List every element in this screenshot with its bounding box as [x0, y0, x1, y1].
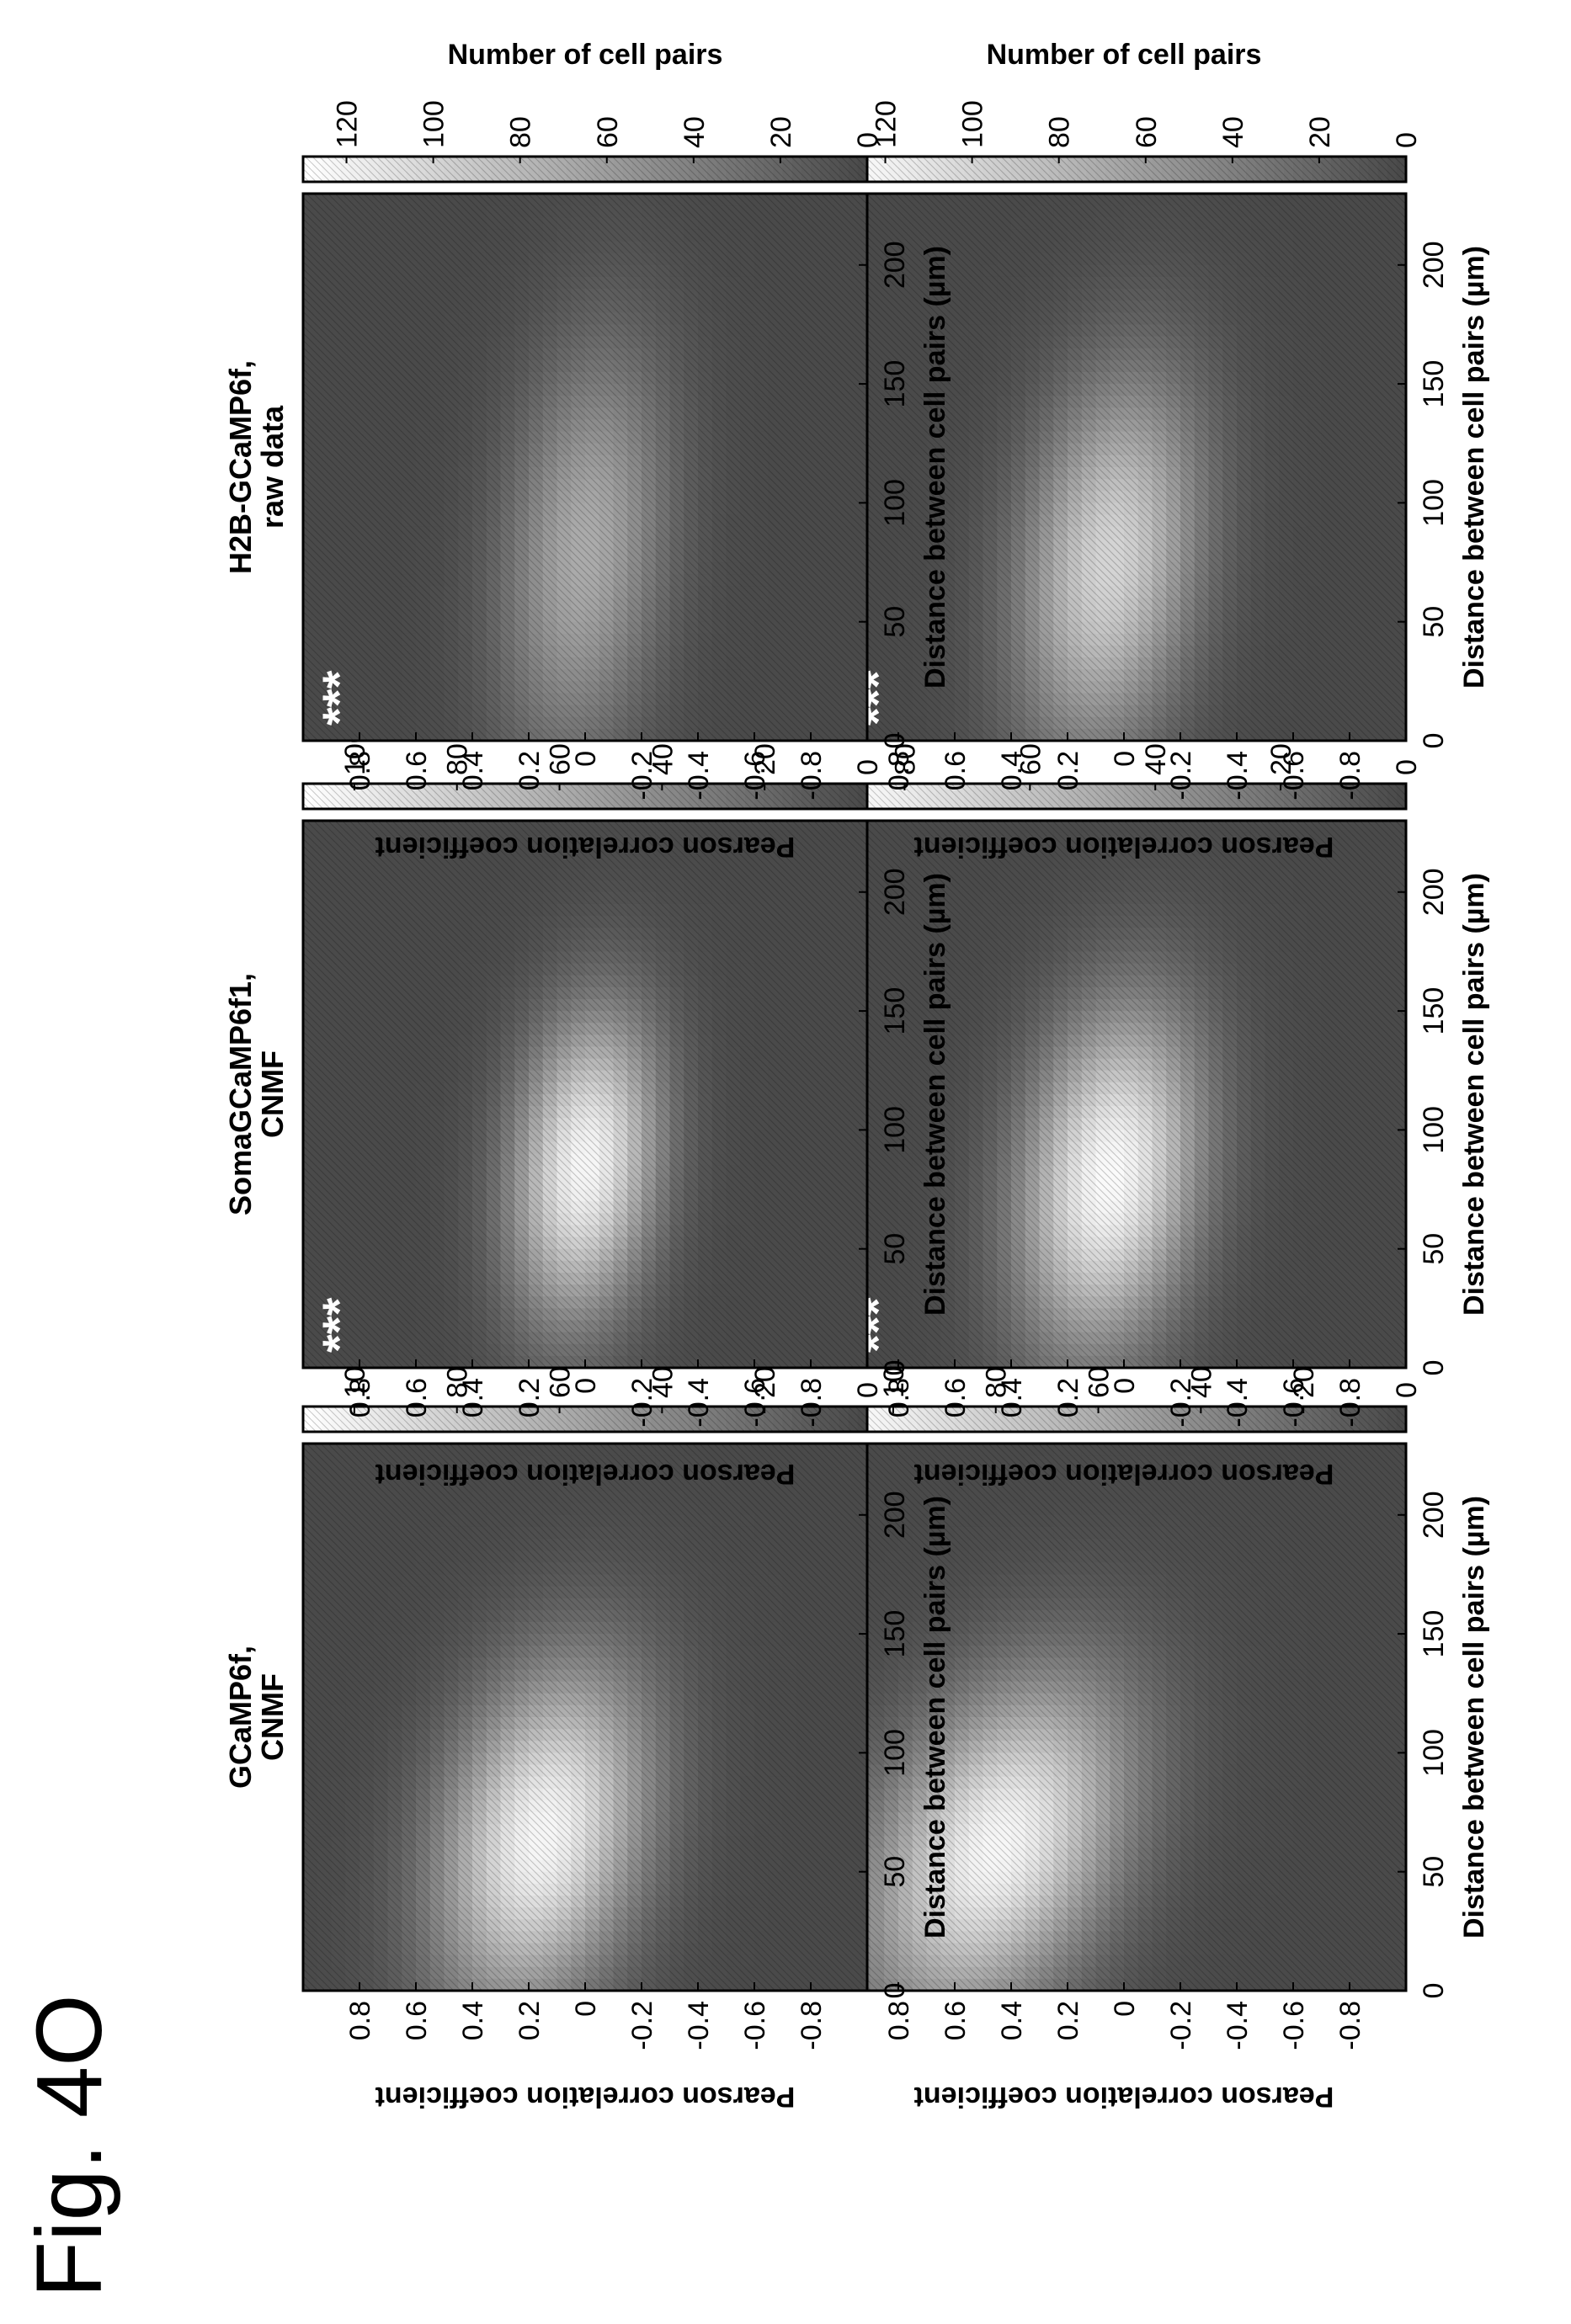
y-tick-label: -0.2: [1165, 2001, 1197, 2050]
y-tick-label: -0.6: [1278, 1378, 1310, 1428]
x-tick-label: 0: [1418, 1360, 1450, 1376]
x-tick-label: 100: [1418, 1729, 1450, 1777]
y-tick-label: -0.4: [1222, 2001, 1254, 2050]
x-tick-label: 0: [1418, 1983, 1450, 1999]
x-tick-label: 50: [1418, 1233, 1450, 1265]
y-tick-label: 0.4: [996, 2001, 1028, 2040]
y-tick-label: 0: [1109, 1378, 1141, 1394]
x-tick-label: 200: [1418, 1491, 1450, 1539]
y-tick-label: -0.6: [1278, 2001, 1310, 2050]
x-tick-label: 50: [1418, 1856, 1450, 1888]
colorbar-tick-label: 0: [1391, 1382, 1423, 1398]
y-tick-label: 0.8: [883, 2001, 915, 2040]
figure-label: Fig. 4O: [18, 1994, 121, 2298]
colorbar-hatch: [842, 1407, 1406, 1432]
x-tick-label: 200: [1418, 868, 1450, 916]
y-axis-label: Pearson correlation coefficient: [914, 1458, 1334, 1490]
y-tick-label: 0.2: [1052, 1378, 1084, 1417]
y-tick-label: 0.8: [883, 1378, 915, 1417]
y-tick-label: -0.8: [1334, 1378, 1366, 1428]
y-tick-label: -0.4: [1222, 1378, 1254, 1428]
y-tick-label: 0.4: [996, 1378, 1028, 1417]
x-axis-label: Distance between cell pairs (µm): [1458, 873, 1490, 1316]
y-tick-label: 0.6: [940, 1378, 972, 1417]
y-axis-label: Pearson correlation coefficient: [914, 2081, 1334, 2113]
x-tick-label: 150: [1418, 1610, 1450, 1658]
colorbar-hatch: [842, 784, 1406, 809]
x-tick-label: 100: [1418, 1106, 1450, 1154]
y-tick-label: 0.2: [1052, 2001, 1084, 2040]
y-tick-label: -0.2: [1165, 1378, 1197, 1428]
y-tick-label: 0.6: [940, 2001, 972, 2040]
y-tick-label: 0: [1109, 2001, 1141, 2017]
panel-3: ***H2B-GCaMP6f,raw data050100150200Dista…: [762, 39, 1490, 863]
x-tick-label: 150: [1418, 987, 1450, 1035]
y-tick-label: -0.8: [1334, 2001, 1366, 2050]
x-axis-label: Distance between cell pairs (µm): [1458, 1496, 1490, 1938]
colorbar-tick-label: 0: [1391, 759, 1423, 775]
